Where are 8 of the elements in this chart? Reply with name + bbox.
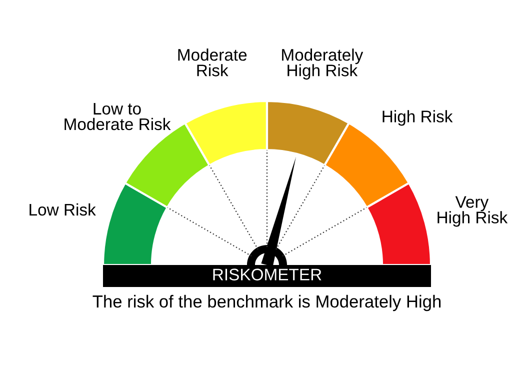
slice-label: Moderate Risk — [178, 48, 247, 76]
slice-label: Moderately High Risk — [282, 48, 364, 80]
slice-label: Very High Risk — [438, 196, 508, 227]
slice-label: Low Risk — [30, 203, 96, 216]
slice-label: High Risk — [382, 110, 453, 126]
slice-label: Low to Moderate Risk — [64, 102, 171, 130]
text: RISKOMETER — [213, 268, 322, 280]
text: The risk of the benchmark is Moderately High — [92, 294, 441, 312]
